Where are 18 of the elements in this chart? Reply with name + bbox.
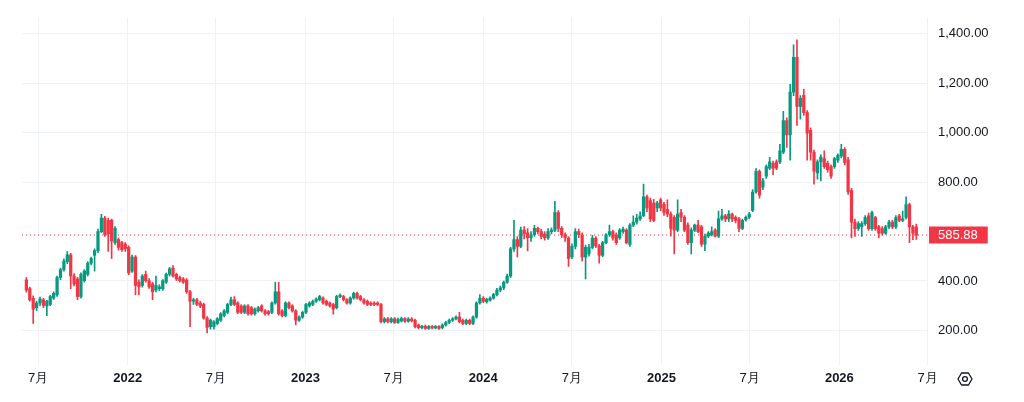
y-tick-label: 1,400.00 [938,25,989,41]
x-tick-label: 2025 [647,370,677,386]
y-tick-label: 1,000.00 [938,124,989,140]
y-tick-label: 1,200.00 [938,74,989,90]
x-tick-label: 7月 [205,370,226,386]
y-tick-label: 200.00 [938,321,978,337]
x-tick-label: 7月 [739,370,760,386]
x-tick-label: 2024 [468,370,499,386]
x-tick-label: 2026 [824,370,854,386]
x-tick-label: 7月 [383,370,404,386]
ref-line-label: 585.88 [938,227,978,243]
y-tick-label: 400.00 [938,272,978,288]
y-tick-label: 800.00 [938,173,978,189]
x-tick-label: 2023 [291,370,320,386]
x-tick-label: 7月 [561,370,583,386]
x-tick-label: 7月 [917,370,938,386]
x-tick-label: 2022 [113,370,143,386]
x-tick-label: 7月 [27,370,49,386]
